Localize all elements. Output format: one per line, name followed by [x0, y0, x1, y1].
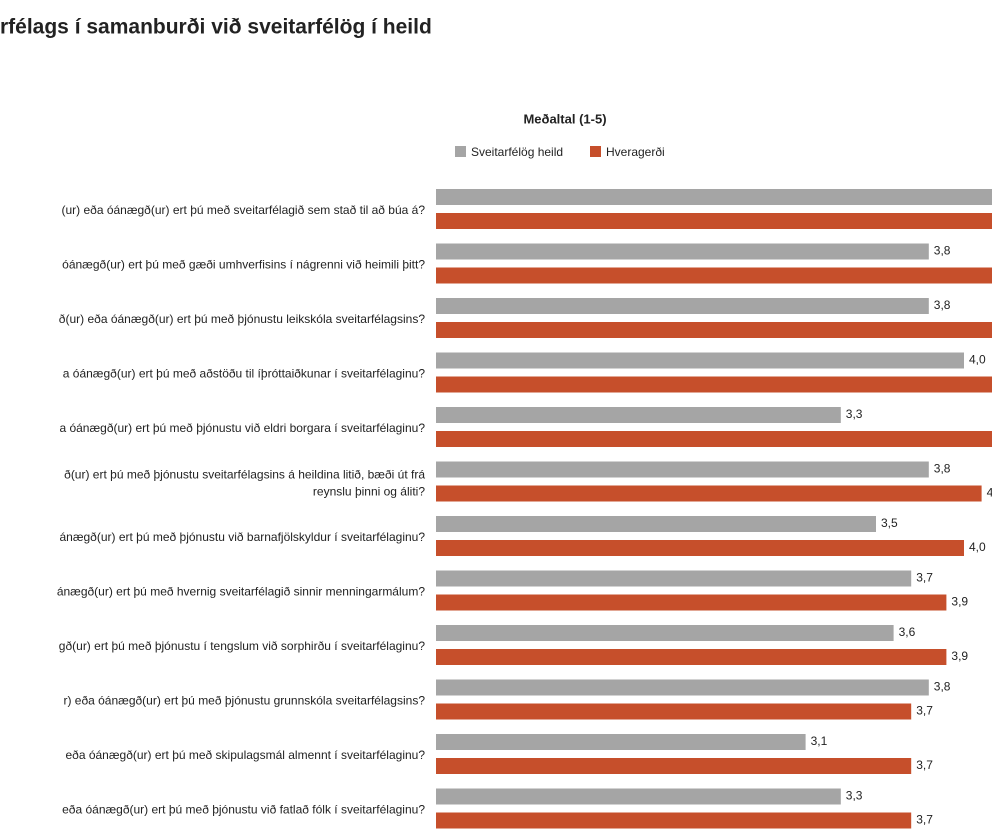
value-label: 3,7 [916, 571, 933, 585]
category-label: ð(ur) ert þú með þjónustu sveitarfélagsi… [64, 468, 425, 499]
bar [436, 788, 841, 805]
value-label: 4,0 [969, 540, 986, 554]
bar [436, 352, 964, 369]
value-label: 3,7 [916, 704, 933, 718]
value-label: 3,8 [934, 462, 951, 476]
value-label: 3,9 [951, 595, 968, 609]
legend-swatch [590, 146, 601, 157]
value-label: 3,5 [881, 516, 898, 530]
bar [436, 485, 982, 502]
category-label: a óánægð(ur) ert þú með þjónustu við eld… [59, 421, 425, 435]
bar [436, 594, 947, 611]
bar [436, 189, 992, 205]
value-label: 3,8 [934, 680, 951, 694]
bar [436, 758, 912, 774]
bar [436, 298, 929, 314]
category-label: ánægð(ur) ert þú með þjónustu við barnaf… [59, 530, 425, 544]
value-label: 3,9 [951, 649, 968, 663]
value-label: 4,0 [969, 353, 986, 367]
category-label: eða óánægð(ur) ert þú með þjónustu við f… [62, 803, 425, 817]
legend-label: Hveragerði [606, 145, 665, 159]
bar [436, 516, 876, 532]
bar [436, 461, 929, 478]
value-label: 3,7 [916, 758, 933, 772]
bar [436, 679, 929, 696]
category-label: gð(ur) ert þú með þjónustu í tengslum vi… [59, 639, 426, 653]
bar [436, 625, 894, 641]
category-label: ð(ur) eða óánægð(ur) ert þú með þjónustu… [59, 312, 426, 326]
category-label: (ur) eða óánægð(ur) ert þú með sveitarfé… [61, 203, 425, 217]
category-label: a óánægð(ur) ert þú með aðstöðu til íþró… [63, 367, 426, 381]
bar [436, 812, 912, 829]
bar [436, 570, 912, 587]
category-label: eða óánægð(ur) ert þú með skipulagsmál a… [65, 748, 425, 762]
bar [436, 243, 929, 260]
value-label: 3,8 [934, 298, 951, 312]
value-label: 3,3 [846, 789, 863, 803]
value-label: 3,3 [846, 407, 863, 421]
bar [436, 734, 806, 750]
bar [436, 649, 947, 665]
legend-label: Sveitarfélög heild [471, 145, 563, 159]
value-label: 3,7 [916, 813, 933, 827]
value-label: 4,1 [987, 486, 992, 500]
chart-title: rfélags í samanburði við sveitarfélög í … [0, 16, 432, 39]
bar [436, 407, 841, 423]
bar [436, 267, 992, 284]
category-label: óánægð(ur) ert þú með gæði umhverfisins … [62, 258, 425, 272]
value-label: 3,8 [934, 244, 951, 258]
chart-subtitle: Meðaltal (1-5) [523, 111, 606, 126]
bar [436, 540, 964, 556]
legend-swatch [455, 146, 466, 157]
bar [436, 376, 992, 393]
bar [436, 431, 992, 447]
bar [436, 703, 912, 720]
value-label: 3,1 [811, 734, 828, 748]
bar [436, 213, 992, 229]
category-label: ánægð(ur) ert þú með hvernig sveitarféla… [57, 585, 426, 599]
bar [436, 322, 992, 338]
value-label: 3,6 [899, 625, 916, 639]
category-label: r) eða óánægð(ur) ert þú með þjónustu gr… [63, 694, 425, 708]
